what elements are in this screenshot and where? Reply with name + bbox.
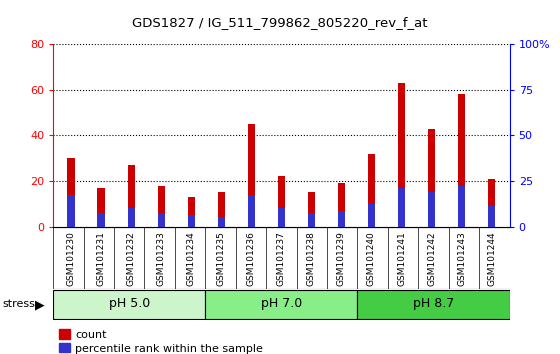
Text: GSM101234: GSM101234 — [187, 232, 196, 286]
Bar — [53, 290, 206, 319]
Bar — [218, 217, 225, 227]
Bar — [458, 185, 465, 227]
Bar — [248, 124, 255, 227]
Bar — [488, 179, 496, 227]
Bar — [218, 192, 225, 227]
Bar — [368, 154, 375, 227]
Text: GSM101239: GSM101239 — [337, 232, 346, 286]
Bar — [307, 213, 315, 227]
Text: ▶: ▶ — [35, 298, 45, 311]
Bar — [307, 192, 315, 227]
Bar — [97, 213, 105, 227]
Bar — [157, 213, 165, 227]
Text: GSM101232: GSM101232 — [127, 232, 136, 286]
Text: GSM101242: GSM101242 — [427, 232, 436, 286]
Text: stress: stress — [3, 299, 36, 309]
Bar — [428, 129, 435, 227]
Text: GSM101231: GSM101231 — [97, 232, 106, 286]
Bar — [338, 211, 345, 227]
Bar — [488, 206, 496, 227]
Bar — [338, 183, 345, 227]
Bar — [188, 215, 195, 227]
Bar — [67, 195, 75, 227]
Bar — [206, 290, 357, 319]
Bar — [278, 208, 285, 227]
Text: GSM101238: GSM101238 — [307, 232, 316, 286]
Text: GSM101235: GSM101235 — [217, 232, 226, 286]
Bar — [398, 188, 405, 227]
Bar — [357, 290, 510, 319]
Bar — [398, 83, 405, 227]
Text: GSM101244: GSM101244 — [487, 232, 496, 286]
Bar — [428, 192, 435, 227]
Bar — [248, 195, 255, 227]
Text: GSM101236: GSM101236 — [247, 232, 256, 286]
Text: GSM101237: GSM101237 — [277, 232, 286, 286]
Text: GDS1827 / IG_511_799862_805220_rev_f_at: GDS1827 / IG_511_799862_805220_rev_f_at — [132, 16, 428, 29]
Bar — [458, 95, 465, 227]
Bar — [128, 165, 135, 227]
Bar — [97, 188, 105, 227]
Bar — [368, 204, 375, 227]
Text: GSM101241: GSM101241 — [397, 232, 406, 286]
Legend: count, percentile rank within the sample: count, percentile rank within the sample — [59, 330, 263, 354]
Text: pH 5.0: pH 5.0 — [109, 297, 150, 310]
Bar — [128, 208, 135, 227]
Text: GSM101240: GSM101240 — [367, 232, 376, 286]
Bar — [157, 185, 165, 227]
Bar — [188, 197, 195, 227]
Text: GSM101230: GSM101230 — [67, 232, 76, 286]
Text: GSM101243: GSM101243 — [457, 232, 466, 286]
Bar — [278, 176, 285, 227]
Bar — [67, 158, 75, 227]
Text: GSM101233: GSM101233 — [157, 232, 166, 286]
Text: pH 8.7: pH 8.7 — [413, 297, 454, 310]
Text: pH 7.0: pH 7.0 — [261, 297, 302, 310]
